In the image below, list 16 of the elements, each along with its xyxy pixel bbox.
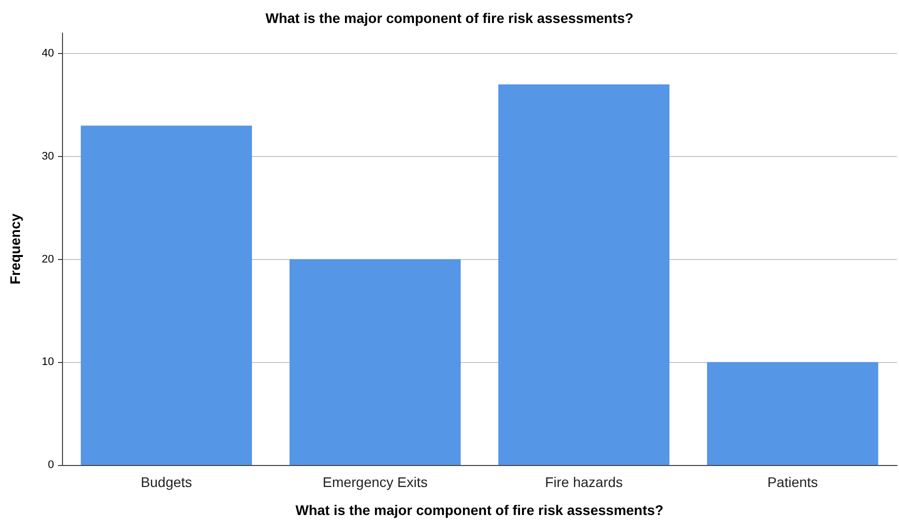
chart-title: What is the major component of fire risk assessments? — [266, 10, 634, 26]
y-tick-label: 0 — [48, 459, 54, 471]
x-tick-label: Patients — [767, 474, 818, 490]
y-tick-label: 10 — [42, 356, 54, 368]
bar — [707, 362, 878, 465]
bar — [498, 84, 670, 465]
y-tick-label: 30 — [42, 150, 54, 162]
x-tick-label: Fire hazards — [544, 474, 623, 490]
x-tick-label: Emergency Exits — [322, 474, 428, 490]
bar — [80, 126, 252, 465]
bar — [290, 259, 461, 465]
y-axis-title: Frequency — [7, 213, 23, 284]
x-axis-title: What is the major component of fire risk assessments? — [296, 502, 664, 518]
y-tick-label: 20 — [42, 253, 54, 266]
y-tick-label: 40 — [42, 48, 54, 60]
x-tick-label: Budgets — [140, 474, 192, 490]
